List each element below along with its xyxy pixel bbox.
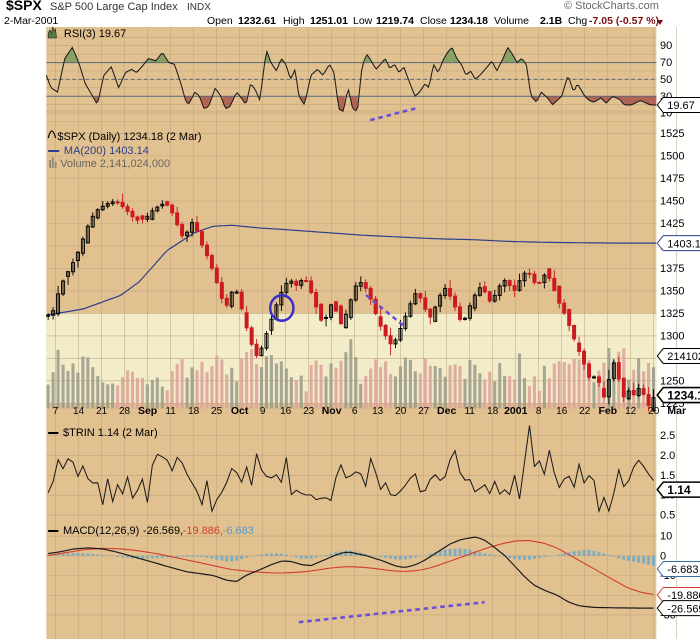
svg-text:$SPX (Daily) 1234.18 (2 Mar): $SPX (Daily) 1234.18 (2 Mar)	[57, 131, 201, 143]
svg-text:14: 14	[73, 406, 85, 417]
svg-text:10: 10	[660, 531, 672, 543]
svg-text:Feb: Feb	[598, 406, 617, 417]
svg-text:Volume 2,141,024,000: Volume 2,141,024,000	[60, 158, 170, 170]
svg-text:0: 0	[660, 550, 666, 562]
svg-text:Sep: Sep	[138, 406, 157, 417]
svg-text:High: High	[283, 15, 305, 27]
svg-text:MA(200) 1403.14: MA(200) 1403.14	[64, 145, 149, 157]
svg-text:20: 20	[648, 406, 660, 417]
svg-text:16: 16	[556, 406, 568, 417]
svg-text:1234.18: 1234.18	[667, 388, 700, 402]
svg-text:-19.886,: -19.886,	[183, 525, 223, 537]
svg-text:12: 12	[625, 406, 637, 417]
svg-text:1500: 1500	[660, 150, 684, 162]
svg-text:Low: Low	[353, 15, 373, 27]
svg-text:1.14: 1.14	[667, 483, 691, 497]
svg-text:-7.05 (-0.57 %): -7.05 (-0.57 %)	[589, 15, 659, 27]
svg-text:50: 50	[660, 74, 672, 86]
svg-text:9: 9	[260, 406, 266, 417]
svg-text:1250: 1250	[660, 375, 684, 387]
svg-text:-26.569: -26.569	[667, 603, 700, 615]
svg-text:1450: 1450	[660, 195, 684, 207]
svg-text:2.0: 2.0	[660, 450, 675, 462]
svg-text:$TRIN 1.14 (2 Mar): $TRIN 1.14 (2 Mar)	[63, 427, 158, 439]
svg-text:© StockCharts.com: © StockCharts.com	[564, 0, 659, 12]
svg-text:70: 70	[660, 57, 672, 69]
svg-text:Volume: Volume	[494, 15, 529, 27]
svg-text:1350: 1350	[660, 285, 684, 297]
svg-text:RSI(3) 19.67: RSI(3) 19.67	[64, 28, 126, 40]
svg-text:Close: Close	[420, 15, 447, 27]
svg-text:MACD(12,26,9): MACD(12,26,9)	[63, 525, 139, 537]
svg-text:6: 6	[352, 406, 358, 417]
svg-text:27: 27	[418, 406, 430, 417]
svg-text:1525: 1525	[660, 128, 684, 140]
svg-text:1403.14: 1403.14	[667, 238, 700, 250]
svg-text:90: 90	[660, 40, 672, 52]
svg-text:22: 22	[579, 406, 591, 417]
svg-text:1425: 1425	[660, 218, 684, 230]
svg-text:11: 11	[465, 406, 476, 417]
svg-text:19.67: 19.67	[667, 100, 694, 112]
svg-text:$SPX: $SPX	[6, 0, 42, 13]
svg-text:S&P 500 Large Cap Index: S&P 500 Large Cap Index	[50, 1, 178, 13]
svg-text:Open: Open	[207, 15, 233, 27]
svg-text:1375: 1375	[660, 263, 684, 275]
svg-text:0.5: 0.5	[660, 510, 675, 522]
svg-text:-26.569,: -26.569,	[143, 525, 183, 537]
svg-text:18: 18	[487, 406, 499, 417]
svg-text:INDX: INDX	[187, 2, 211, 13]
svg-text:23: 23	[303, 406, 315, 417]
svg-text:1.5: 1.5	[660, 470, 675, 482]
svg-text:-6.683: -6.683	[223, 525, 254, 537]
svg-text:25: 25	[211, 406, 223, 417]
svg-text:1219.74: 1219.74	[376, 15, 414, 27]
svg-text:Oct: Oct	[231, 406, 249, 417]
svg-text:2.1B: 2.1B	[540, 15, 563, 27]
svg-text:Nov: Nov	[322, 406, 342, 417]
svg-text:20: 20	[395, 406, 407, 417]
svg-text:Chg: Chg	[568, 15, 587, 27]
svg-text:21: 21	[96, 406, 108, 417]
svg-text:2141024: 2141024	[667, 351, 700, 363]
svg-text:2.5: 2.5	[660, 430, 675, 442]
svg-text:2001: 2001	[504, 406, 527, 417]
svg-text:18: 18	[188, 406, 200, 417]
svg-text:-6.683: -6.683	[667, 564, 698, 576]
svg-text:1300: 1300	[660, 330, 684, 342]
svg-text:2-Mar-2001: 2-Mar-2001	[4, 15, 58, 27]
svg-text:1325: 1325	[660, 308, 684, 320]
svg-text:11: 11	[165, 406, 176, 417]
svg-text:8: 8	[536, 406, 542, 417]
svg-text:13: 13	[372, 406, 384, 417]
svg-text:1475: 1475	[660, 173, 684, 185]
svg-text:7: 7	[53, 406, 59, 417]
svg-text:1232.61: 1232.61	[238, 15, 276, 27]
svg-text:1234.18: 1234.18	[450, 15, 488, 27]
svg-text:28: 28	[119, 406, 131, 417]
svg-text:16: 16	[280, 406, 292, 417]
svg-text:Dec: Dec	[437, 406, 456, 417]
svg-text:1251.01: 1251.01	[310, 15, 348, 27]
